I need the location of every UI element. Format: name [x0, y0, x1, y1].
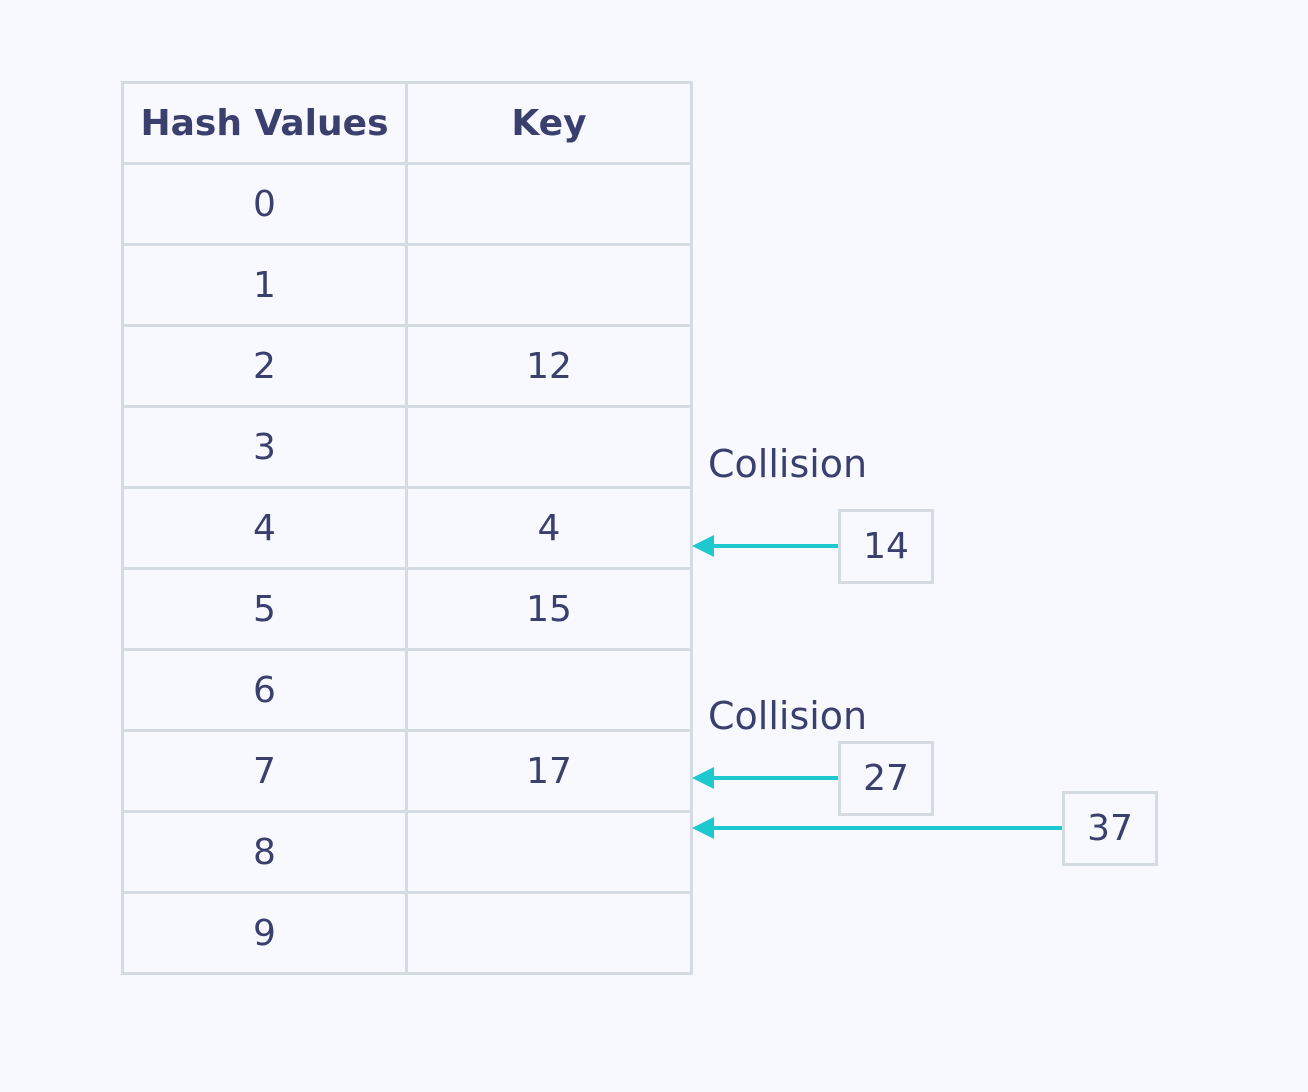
arrow-head-icon [692, 817, 714, 839]
colliding-key-box: 27 [838, 741, 934, 816]
key-cell [405, 162, 693, 246]
colliding-key-box: 14 [838, 509, 934, 584]
key-cell [405, 891, 693, 975]
hash-value-cell: 7 [121, 729, 408, 813]
key-cell: 4 [405, 486, 693, 570]
key-cell: 15 [405, 567, 693, 651]
hash-value-cell: 6 [121, 648, 408, 732]
arrow-27-to-row-7 [692, 767, 838, 789]
hash-value-cell: 2 [121, 324, 408, 408]
hash-value-cell: 9 [121, 891, 408, 975]
hash-value-cell: 4 [121, 486, 408, 570]
key-cell [405, 405, 693, 489]
table-row: 6 [121, 648, 693, 732]
table-row: 0 [121, 162, 693, 246]
table-row: 4 4 [121, 486, 693, 570]
hash-table: Hash Values Key 0 1 2 12 3 4 4 5 15 6 [121, 81, 693, 975]
hash-value-cell: 5 [121, 567, 408, 651]
arrow-37-to-row-7 [692, 817, 1062, 839]
table-row: 1 [121, 243, 693, 327]
table-row: 2 12 [121, 324, 693, 408]
column-header-key: Key [405, 81, 693, 165]
arrow-14-to-row-4 [692, 535, 838, 557]
table-row: 5 15 [121, 567, 693, 651]
key-cell: 12 [405, 324, 693, 408]
hash-value-cell: 3 [121, 405, 408, 489]
table-row: 9 [121, 891, 693, 975]
hash-value-cell: 1 [121, 243, 408, 327]
table-row: 3 [121, 405, 693, 489]
key-cell [405, 810, 693, 894]
table-row: 8 [121, 810, 693, 894]
hash-value-cell: 8 [121, 810, 408, 894]
key-cell [405, 243, 693, 327]
arrow-head-icon [692, 535, 714, 557]
key-cell [405, 648, 693, 732]
table-header-row: Hash Values Key [121, 81, 693, 165]
hash-value-cell: 0 [121, 162, 408, 246]
collision-label: Collision [708, 442, 868, 486]
colliding-key-box: 37 [1062, 791, 1158, 866]
column-header-hash-values: Hash Values [121, 81, 408, 165]
arrow-head-icon [692, 767, 714, 789]
collision-label: Collision [708, 694, 868, 738]
table-row: 7 17 [121, 729, 693, 813]
key-cell: 17 [405, 729, 693, 813]
